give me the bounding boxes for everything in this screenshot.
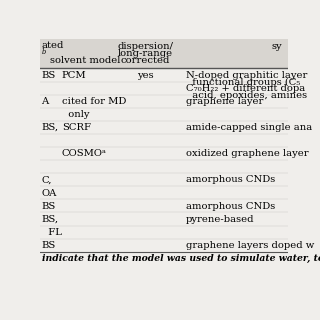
Text: cited for MD: cited for MD — [62, 97, 126, 106]
Text: corrected: corrected — [121, 56, 170, 65]
Text: solvent model: solvent model — [50, 56, 120, 65]
Text: SCRF: SCRF — [62, 123, 91, 132]
Text: pyrene-based: pyrene-based — [186, 215, 254, 224]
Text: BS,: BS, — [42, 123, 59, 132]
Text: ated: ated — [42, 41, 64, 50]
Text: FL: FL — [42, 228, 61, 237]
Text: graphene layer: graphene layer — [186, 97, 263, 106]
Text: dispersion/: dispersion/ — [117, 42, 173, 51]
Text: b: b — [42, 48, 46, 56]
Text: N-doped graphitic layer: N-doped graphitic layer — [186, 71, 307, 80]
Text: amide-capped single ana: amide-capped single ana — [186, 123, 312, 132]
Text: acid, epoxides, amines: acid, epoxides, amines — [186, 91, 307, 100]
Text: BS: BS — [42, 202, 56, 211]
Text: C₇₀H₂₂ + different dopa: C₇₀H₂₂ + different dopa — [186, 84, 305, 93]
Text: BS: BS — [42, 241, 56, 250]
Text: amorphous CNDs: amorphous CNDs — [186, 175, 275, 184]
Text: BS: BS — [42, 71, 56, 80]
Text: only: only — [62, 110, 89, 119]
Text: A: A — [42, 97, 49, 106]
Text: long-range: long-range — [118, 49, 173, 58]
Text: functional groups (C₅: functional groups (C₅ — [186, 78, 300, 87]
Text: sy: sy — [272, 42, 283, 51]
Bar — [40, 39, 288, 68]
Text: graphene layers doped w: graphene layers doped w — [186, 241, 314, 250]
Text: OA: OA — [42, 188, 57, 197]
Text: PCM: PCM — [62, 71, 86, 80]
Text: oxidized graphene layer: oxidized graphene layer — [186, 149, 308, 158]
Text: indicate that the model was used to simulate water, to: indicate that the model was used to simu… — [42, 254, 320, 263]
Text: yes: yes — [137, 71, 154, 80]
Text: amorphous CNDs: amorphous CNDs — [186, 202, 275, 211]
Text: BS,: BS, — [42, 215, 59, 224]
Text: COSMOᵃ: COSMOᵃ — [62, 149, 107, 158]
Text: C,: C, — [42, 175, 52, 184]
